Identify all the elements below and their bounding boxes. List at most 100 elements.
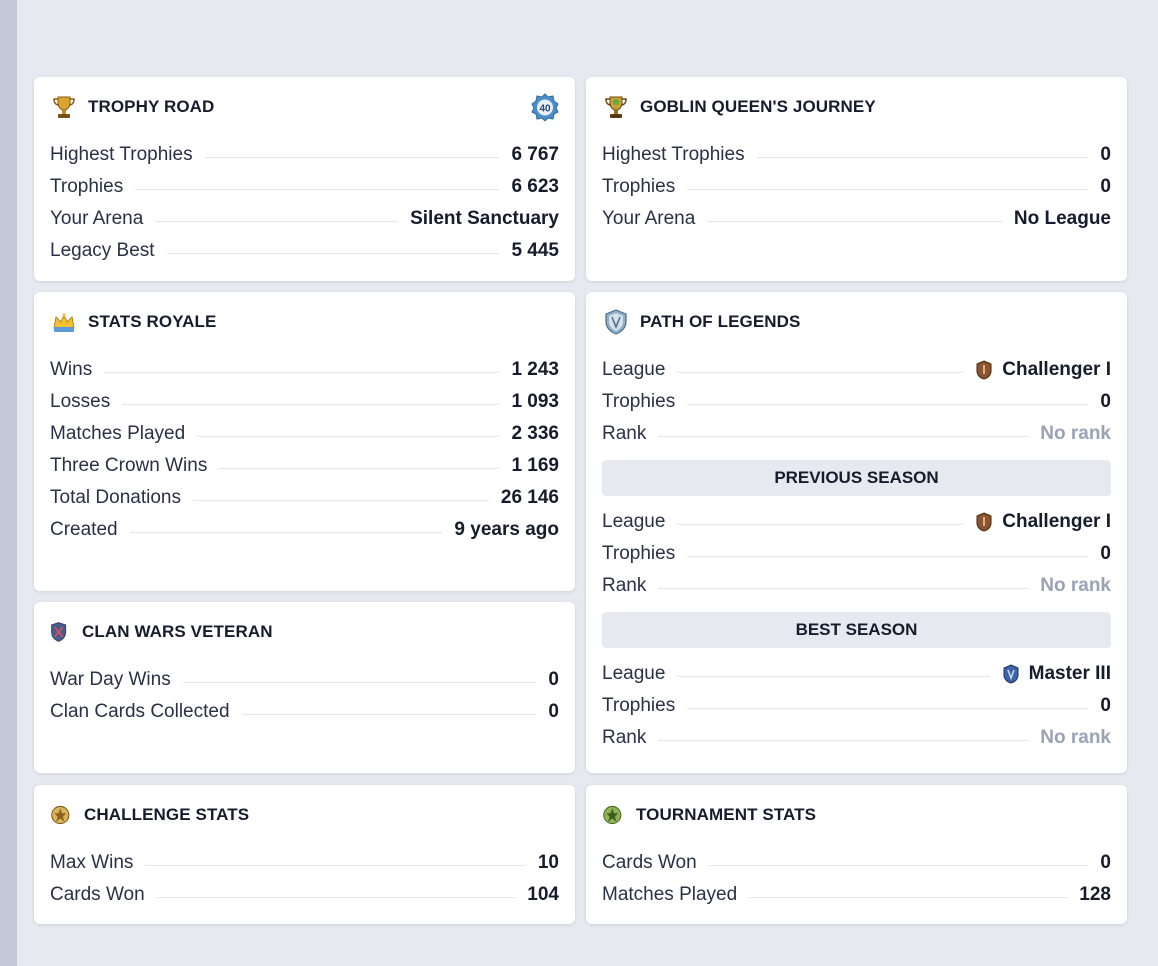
stat-row: Clan Cards Collected 0 <box>50 696 559 728</box>
stat-row: Trophies 0 <box>602 171 1111 203</box>
stat-label: Cards Won <box>50 884 145 905</box>
stat-label: Trophies <box>50 176 124 197</box>
tournament-stats-header: TOURNAMENT STATS <box>602 785 1111 845</box>
stat-value: 9 years ago <box>454 519 559 540</box>
stat-row: League Master III <box>602 658 1111 690</box>
stat-value: Challenger I <box>975 359 1111 381</box>
dotted-leader <box>204 156 500 158</box>
stat-label: League <box>602 663 666 684</box>
dotted-leader <box>658 739 1029 741</box>
dotted-leader <box>129 531 443 533</box>
goblin-queen-header: GOBLIN QUEEN'S JOURNEY <box>602 77 1111 137</box>
stat-label: Legacy Best <box>50 240 155 261</box>
stat-value: Challenger I <box>975 511 1111 533</box>
stat-label: Wins <box>50 359 93 380</box>
stat-value: 0 <box>548 701 559 722</box>
stat-value: 26 146 <box>500 487 559 508</box>
league-name: Challenger I <box>1002 511 1111 532</box>
dotted-leader <box>707 220 1002 222</box>
dotted-leader <box>241 713 537 715</box>
trophy-icon <box>53 96 75 118</box>
stat-row: Cards Won 0 <box>602 847 1111 879</box>
stat-label: Rank <box>602 423 647 444</box>
stats-royale-rows: Wins 1 243 Losses 1 093 Matches Played 2 33… <box>50 352 559 546</box>
stat-label: Trophies <box>602 543 676 564</box>
goblin-queen-title: GOBLIN QUEEN'S JOURNEY <box>640 97 876 116</box>
dotted-leader <box>708 864 1089 866</box>
stat-label: Trophies <box>602 391 676 412</box>
stats-royale-title: STATS ROYALE <box>88 312 217 331</box>
stat-value: 0 <box>1100 543 1111 564</box>
clan-wars-shield-icon <box>51 622 67 642</box>
dotted-leader <box>687 403 1089 405</box>
stat-value: No rank <box>1040 575 1111 596</box>
dotted-leader <box>687 707 1089 709</box>
stat-value: 6 623 <box>511 176 559 197</box>
clan-wars-header: CLAN WARS VETERAN <box>50 602 559 662</box>
dotted-leader <box>122 403 500 405</box>
dotted-leader <box>166 252 500 254</box>
league-name: Master III <box>1028 663 1111 684</box>
stat-row: Cards Won 104 <box>50 879 559 911</box>
stat-label: Matches Played <box>602 884 738 905</box>
stat-row: Three Crown Wins 1 169 <box>50 450 559 482</box>
stat-row: Rank No rank <box>602 722 1111 754</box>
stat-row: Trophies 0 <box>602 538 1111 570</box>
tournament-stats-title: TOURNAMENT STATS <box>636 805 817 824</box>
stat-row: Created 9 years ago <box>50 514 559 546</box>
stat-row: Trophies 0 <box>602 386 1111 418</box>
stat-label: Highest Trophies <box>50 144 193 165</box>
stat-label: Clan Cards Collected <box>50 701 230 722</box>
stat-value: 0 <box>1100 176 1111 197</box>
dotted-leader <box>749 896 1068 898</box>
dotted-leader <box>658 587 1029 589</box>
dotted-leader <box>687 188 1089 190</box>
master-league-icon <box>1003 664 1019 684</box>
stat-row: Trophies 0 <box>602 690 1111 722</box>
stat-row: Rank No rank <box>602 570 1111 602</box>
dotted-leader <box>756 156 1089 158</box>
goblin-trophy-icon <box>605 96 627 118</box>
stat-label: Rank <box>602 727 647 748</box>
level-badge-icon[interactable]: 40 <box>531 93 559 121</box>
stat-value: 0 <box>1100 852 1111 873</box>
league-name: Challenger I <box>1002 359 1111 380</box>
dotted-leader <box>219 467 500 469</box>
dotted-leader <box>135 188 500 190</box>
dotted-leader <box>192 499 489 501</box>
path-of-legends-title: PATH OF LEGENDS <box>640 312 801 331</box>
dotted-leader <box>145 864 526 866</box>
stat-row: Rank No rank <box>602 418 1111 450</box>
stat-value: 5 445 <box>511 240 559 261</box>
dotted-leader <box>182 681 537 683</box>
stat-label: Highest Trophies <box>602 144 745 165</box>
challenge-stats-card: CHALLENGE STATS Max Wins 10 Cards Won 104 <box>34 785 575 924</box>
challenger-league-icon <box>976 512 992 532</box>
stat-value: 104 <box>527 884 559 905</box>
stat-row: League Challenger I <box>602 354 1111 386</box>
challenge-badge-icon <box>51 805 70 825</box>
stat-label: Your Arena <box>602 208 696 229</box>
stat-value: 10 <box>537 852 559 873</box>
stat-row: Highest Trophies 0 <box>602 139 1111 171</box>
goblin-queen-rows: Highest Trophies 0 Trophies 0 Your Arena No… <box>602 137 1111 235</box>
stat-value: Silent Sanctuary <box>410 208 559 229</box>
stat-label: Losses <box>50 391 111 412</box>
stat-value: 0 <box>548 669 559 690</box>
clan-wars-card: CLAN WARS VETERAN War Day Wins 0 Clan Car… <box>34 602 575 773</box>
stat-label: Rank <box>602 575 647 596</box>
stat-label: League <box>602 511 666 532</box>
stat-value: No rank <box>1040 423 1111 444</box>
goblin-queen-card: GOBLIN QUEEN'S JOURNEY Highest Trophies 0… <box>586 77 1127 281</box>
path-of-legends-previous-rows: League Challenger I Trophies 0 Rank No rank <box>602 504 1111 602</box>
stat-row: War Day Wins 0 <box>50 664 559 696</box>
crown-icon <box>53 313 75 332</box>
trophy-road-header: TROPHY ROAD 40 <box>50 77 559 137</box>
dotted-leader <box>104 371 500 373</box>
challenger-league-icon <box>976 360 992 380</box>
dotted-leader <box>156 896 516 898</box>
stat-label: Your Arena <box>50 208 144 229</box>
challenge-stats-title: CHALLENGE STATS <box>84 805 250 824</box>
stat-row: Your Arena Silent Sanctuary <box>50 203 559 235</box>
best-season-banner: BEST SEASON <box>602 612 1111 648</box>
